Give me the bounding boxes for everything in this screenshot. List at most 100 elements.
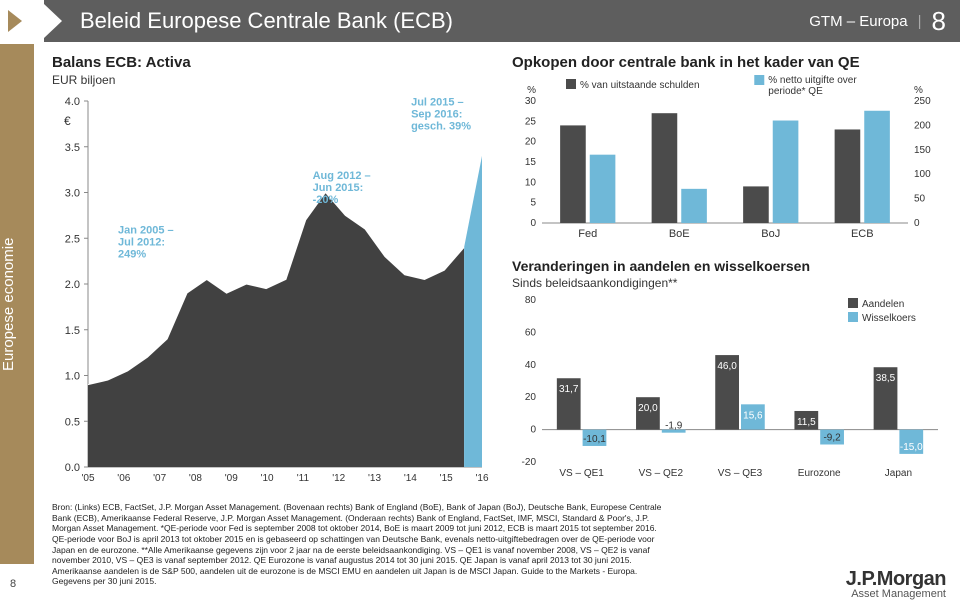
svg-text:'13: '13 [368, 473, 381, 484]
svg-text:Aandelen: Aandelen [862, 299, 904, 310]
svg-text:11,5: 11,5 [797, 417, 816, 428]
ecb-balance-chart: Balans ECB: Activa EUR biljoen 0.0 0.5 1.0… [52, 54, 492, 496]
svg-text:%: % [914, 85, 923, 96]
svg-text:40: 40 [525, 360, 537, 371]
svg-text:3.5: 3.5 [65, 142, 80, 154]
svg-text:Jun 2015:: Jun 2015: [313, 182, 364, 194]
svg-text:3.0: 3.0 [65, 188, 80, 200]
svg-text:5: 5 [530, 198, 536, 209]
svg-text:'11: '11 [297, 473, 310, 484]
svg-text:10: 10 [525, 177, 537, 188]
header-subtitle: GTM – Europa [809, 13, 907, 30]
svg-text:VS – QE1: VS – QE1 [559, 468, 604, 479]
svg-text:0: 0 [914, 218, 920, 229]
left-chart-title: Balans ECB: Activa [52, 54, 492, 71]
svg-text:'15: '15 [440, 473, 453, 484]
svg-text:Fed: Fed [578, 228, 597, 240]
svg-text:ECB: ECB [851, 228, 874, 240]
svg-text:'12: '12 [332, 473, 345, 484]
svg-text:€: € [64, 114, 71, 128]
svg-text:0: 0 [530, 218, 536, 229]
svg-text:31,7: 31,7 [559, 384, 579, 395]
header-divider: | [918, 13, 922, 30]
svg-text:-15,0: -15,0 [900, 442, 923, 453]
br-chart-title: Veranderingen in aandelen en wisselkoers… [512, 258, 942, 274]
source-footnote: Bron: (Links) ECB, FactSet, J.P. Morgan … [52, 502, 942, 587]
svg-text:4.0: 4.0 [65, 96, 80, 108]
svg-text:% van uitstaande schulden: % van uitstaande schulden [580, 80, 700, 91]
svg-text:15,6: 15,6 [743, 410, 763, 421]
tr-chart-title: Opkopen door centrale bank in het kader … [512, 54, 942, 71]
tr-chart-svg: % van uitstaande schulden % netto uitgift… [512, 73, 942, 243]
svg-text:20: 20 [525, 137, 537, 148]
logo-line2: Asset Management [846, 589, 946, 600]
page-title: Beleid Europese Centrale Bank (ECB) [80, 8, 809, 34]
header-right: GTM – Europa | 8 [809, 6, 946, 37]
br-chart-subtitle: Sinds beleidsaankondigingen** [512, 276, 942, 290]
svg-text:BoJ: BoJ [761, 228, 780, 240]
svg-text:'06: '06 [117, 473, 130, 484]
svg-text:0.0: 0.0 [65, 462, 80, 474]
svg-text:2.0: 2.0 [65, 279, 80, 291]
svg-text:249%: 249% [118, 249, 146, 261]
svg-text:-1,9: -1,9 [665, 421, 683, 432]
br-chart-svg: Aandelen Wisselkoers -20 0 20 40 60 80% 31,7 -10,… [512, 294, 942, 484]
svg-text:80: 80 [525, 295, 537, 306]
svg-text:Sep 2016:: Sep 2016: [411, 109, 462, 121]
svg-text:Jul 2015 –: Jul 2015 – [411, 97, 464, 109]
svg-text:VS – QE3: VS – QE3 [718, 468, 763, 479]
svg-text:50: 50 [914, 194, 926, 205]
svg-text:%: % [527, 294, 536, 295]
svg-text:'07: '07 [153, 473, 166, 484]
svg-text:1.5: 1.5 [65, 325, 80, 337]
left-chart-subtitle: EUR biljoen [52, 73, 492, 87]
svg-text:0: 0 [530, 425, 536, 436]
svg-text:20: 20 [525, 392, 537, 403]
svg-text:Aug 2012 –: Aug 2012 – [313, 170, 371, 182]
svg-text:Jul 2012:: Jul 2012: [118, 237, 165, 249]
svg-text:% netto uitgifte over: % netto uitgifte over [768, 75, 857, 86]
svg-text:38,5: 38,5 [876, 373, 896, 384]
svg-text:200: 200 [914, 120, 931, 131]
svg-text:-20%: -20% [313, 194, 339, 206]
svg-text:100: 100 [914, 169, 931, 180]
qe-purchases-chart: Opkopen door centrale bank in het kader … [512, 54, 942, 248]
page-number-small: 8 [10, 578, 16, 590]
svg-text:BoE: BoE [669, 228, 690, 240]
svg-text:periode* QE: periode* QE [768, 86, 823, 97]
svg-text:'14: '14 [404, 473, 417, 484]
svg-text:-10,1: -10,1 [583, 434, 606, 445]
svg-text:150: 150 [914, 145, 931, 156]
svg-text:'05: '05 [81, 473, 94, 484]
header-page-number: 8 [932, 6, 946, 37]
svg-text:Wisselkoers: Wisselkoers [862, 313, 916, 324]
svg-text:2.5: 2.5 [65, 233, 80, 245]
svg-text:1.0: 1.0 [65, 371, 80, 383]
svg-text:46,0: 46,0 [717, 361, 737, 372]
svg-text:60: 60 [525, 327, 537, 338]
svg-text:250: 250 [914, 96, 931, 107]
svg-text:%: % [527, 85, 536, 96]
svg-text:'10: '10 [261, 473, 274, 484]
svg-text:gesch. 39%: gesch. 39% [411, 121, 471, 133]
svg-text:'09: '09 [225, 473, 238, 484]
svg-text:-9,2: -9,2 [823, 433, 841, 444]
page-header: Beleid Europese Centrale Bank (ECB) GTM … [0, 0, 960, 42]
section-tab: Europese economie [0, 44, 34, 564]
svg-text:25: 25 [525, 116, 537, 127]
svg-text:Japan: Japan [885, 468, 912, 479]
svg-text:20,0: 20,0 [638, 403, 658, 414]
svg-text:0.5: 0.5 [65, 416, 80, 428]
svg-text:Eurozone: Eurozone [798, 468, 841, 479]
svg-text:30: 30 [525, 96, 537, 107]
header-chevron [0, 0, 44, 42]
left-chart-svg: 0.00.51.01.52.02.53.03.54.0€'05'06'07'08… [52, 91, 492, 491]
svg-text:VS – QE2: VS – QE2 [639, 468, 684, 479]
changes-chart: Veranderingen in aandelen en wisselkoers… [512, 258, 942, 489]
svg-text:-20: -20 [522, 457, 537, 468]
logo-line1: J.P.Morgan [846, 569, 946, 589]
brand-logo: J.P.Morgan Asset Management [846, 569, 946, 600]
svg-text:'16: '16 [475, 473, 488, 484]
svg-text:Jan 2005 –: Jan 2005 – [118, 225, 174, 237]
svg-text:15: 15 [525, 157, 537, 168]
